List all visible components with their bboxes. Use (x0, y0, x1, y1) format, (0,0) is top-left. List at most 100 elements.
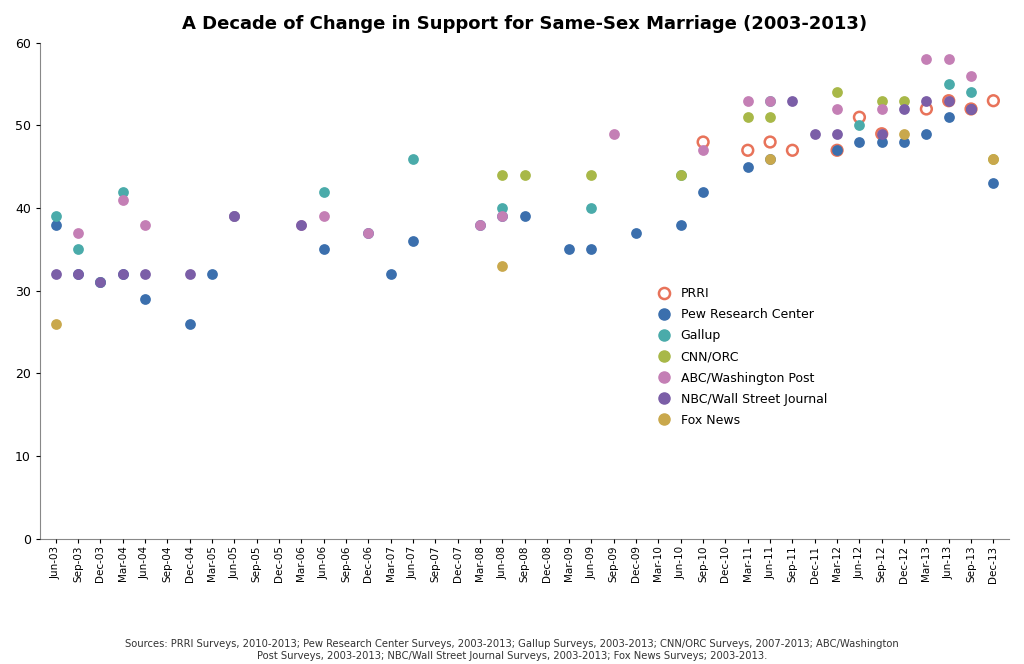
Pew Research Center (963, 104, 979, 114)
Pew Research Center (92, 277, 109, 288)
CNN/ORC (873, 96, 890, 106)
ABC/Washington Post (494, 211, 510, 222)
Fox News (762, 153, 778, 164)
ABC/Washington Post (940, 54, 956, 64)
ABC/Washington Post (293, 219, 309, 230)
Pew Research Center (494, 211, 510, 222)
Gallup (115, 187, 131, 197)
ABC/Washington Post (115, 195, 131, 205)
Pew Research Center (181, 319, 198, 329)
NBC/Wall Street Journal (828, 128, 845, 139)
PRRI (784, 145, 801, 155)
Pew Research Center (115, 269, 131, 280)
ABC/Washington Post (873, 104, 890, 114)
Pew Research Center (739, 161, 756, 172)
NBC/Wall Street Journal (92, 277, 109, 288)
Gallup (584, 203, 600, 213)
Pew Research Center (584, 244, 600, 255)
ABC/Washington Post (472, 219, 488, 230)
ABC/Washington Post (695, 145, 712, 155)
Pew Research Center (404, 236, 421, 246)
PRRI (873, 128, 890, 139)
Gallup (494, 203, 510, 213)
CNN/ORC (896, 96, 912, 106)
Gallup (315, 187, 332, 197)
ABC/Washington Post (605, 128, 622, 139)
Pew Research Center (516, 211, 532, 222)
CNN/ORC (673, 170, 689, 181)
NBC/Wall Street Journal (919, 96, 935, 106)
Gallup (47, 211, 63, 222)
Fox News (896, 128, 912, 139)
Pew Research Center (896, 137, 912, 147)
Pew Research Center (360, 228, 377, 238)
CNN/ORC (516, 170, 532, 181)
Pew Research Center (873, 137, 890, 147)
Pew Research Center (628, 228, 644, 238)
PRRI (762, 137, 778, 147)
NBC/Wall Street Journal (181, 269, 198, 280)
Gallup (963, 87, 979, 98)
NBC/Wall Street Journal (70, 269, 86, 280)
ABC/Washington Post (70, 228, 86, 238)
PRRI (963, 104, 979, 114)
CNN/ORC (494, 170, 510, 181)
CNN/ORC (762, 112, 778, 123)
CNN/ORC (584, 170, 600, 181)
Pew Research Center (695, 187, 712, 197)
Pew Research Center (70, 269, 86, 280)
Pew Research Center (382, 269, 398, 280)
Gallup (226, 211, 243, 222)
Pew Research Center (204, 269, 220, 280)
NBC/Wall Street Journal (940, 96, 956, 106)
NBC/Wall Street Journal (115, 269, 131, 280)
Pew Research Center (561, 244, 578, 255)
Gallup (404, 153, 421, 164)
Fox News (47, 319, 63, 329)
ABC/Washington Post (963, 70, 979, 81)
ABC/Washington Post (360, 228, 377, 238)
Text: Sources: PRRI Surveys, 2010-2013; Pew Research Center Surveys, 2003-2013; Gallup: Sources: PRRI Surveys, 2010-2013; Pew Re… (125, 639, 899, 661)
Gallup (673, 170, 689, 181)
Pew Research Center (315, 244, 332, 255)
PRRI (828, 145, 845, 155)
NBC/Wall Street Journal (137, 269, 154, 280)
PRRI (739, 145, 756, 155)
Gallup (762, 96, 778, 106)
Title: A Decade of Change in Support for Same-Sex Marriage (2003-2013): A Decade of Change in Support for Same-S… (182, 15, 867, 33)
ABC/Washington Post (315, 211, 332, 222)
Gallup (851, 120, 867, 131)
PRRI (851, 112, 867, 123)
NBC/Wall Street Journal (896, 104, 912, 114)
ABC/Washington Post (739, 96, 756, 106)
NBC/Wall Street Journal (807, 128, 823, 139)
CNN/ORC (828, 87, 845, 98)
NBC/Wall Street Journal (873, 128, 890, 139)
Pew Research Center (472, 219, 488, 230)
ABC/Washington Post (762, 96, 778, 106)
Pew Research Center (851, 137, 867, 147)
Pew Research Center (47, 219, 63, 230)
Pew Research Center (828, 145, 845, 155)
CNN/ORC (985, 153, 1001, 164)
Pew Research Center (673, 219, 689, 230)
ABC/Washington Post (919, 54, 935, 64)
PRRI (985, 96, 1001, 106)
Pew Research Center (137, 293, 154, 304)
PRRI (940, 96, 956, 106)
NBC/Wall Street Journal (784, 96, 801, 106)
Gallup (70, 244, 86, 255)
ABC/Washington Post (137, 219, 154, 230)
Gallup (92, 277, 109, 288)
NBC/Wall Street Journal (226, 211, 243, 222)
CNN/ORC (739, 112, 756, 123)
Legend: PRRI, Pew Research Center, Gallup, CNN/ORC, ABC/Washington Post, NBC/Wall Street: PRRI, Pew Research Center, Gallup, CNN/O… (652, 287, 827, 427)
NBC/Wall Street Journal (293, 219, 309, 230)
Pew Research Center (762, 153, 778, 164)
ABC/Washington Post (226, 211, 243, 222)
Fox News (494, 260, 510, 271)
ABC/Washington Post (828, 104, 845, 114)
PRRI (695, 137, 712, 147)
Pew Research Center (919, 128, 935, 139)
Gallup (940, 79, 956, 90)
